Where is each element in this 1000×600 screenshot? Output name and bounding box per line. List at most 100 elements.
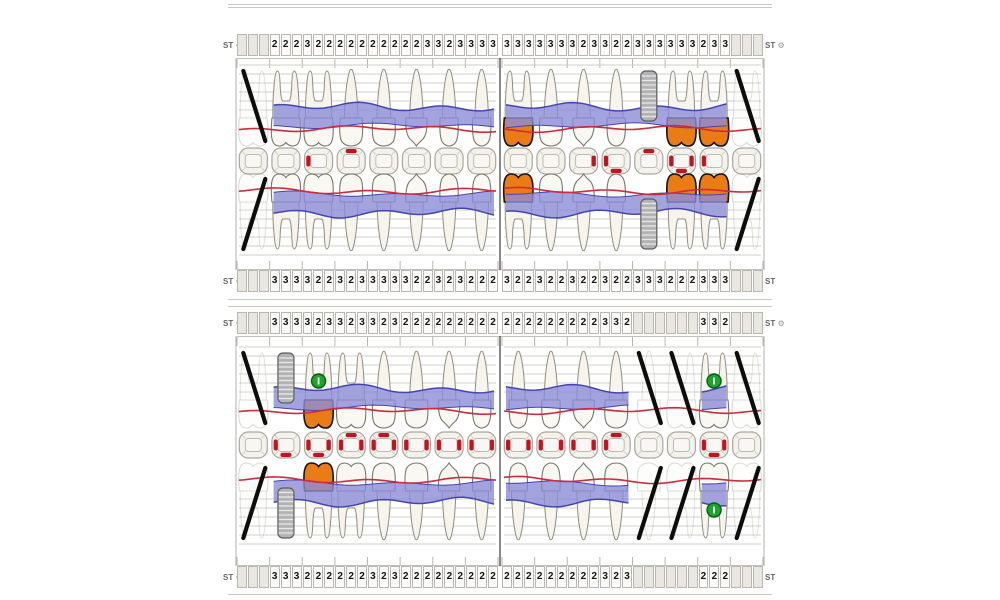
st-cell[interactable] — [247, 270, 258, 292]
st-cell[interactable]: 2 — [578, 270, 589, 292]
occlusal-surface[interactable] — [369, 147, 399, 175]
st-cell[interactable]: 3 — [280, 566, 291, 588]
st-cell[interactable] — [665, 312, 676, 334]
st-cell[interactable]: 2 — [556, 270, 567, 292]
st-cell[interactable]: 2 — [567, 312, 578, 334]
occlusal-surface[interactable] — [434, 431, 464, 459]
st-cell[interactable] — [687, 566, 698, 588]
st-cell[interactable]: 3 — [654, 270, 665, 292]
st-cell[interactable]: 2 — [324, 34, 335, 56]
occlusal-surface[interactable] — [271, 147, 301, 175]
teeth-row-inner[interactable] — [238, 461, 762, 545]
st-cell[interactable] — [687, 312, 698, 334]
occlusal-surface[interactable] — [401, 431, 432, 459]
occlusal-surface[interactable] — [601, 147, 631, 175]
st-cell[interactable] — [643, 312, 654, 334]
occlusal-surface[interactable] — [699, 147, 729, 175]
st-cell[interactable]: 3 — [676, 34, 687, 56]
st-cell[interactable]: 2 — [313, 312, 324, 334]
st-cell[interactable] — [247, 312, 258, 334]
st-cell[interactable]: 2 — [400, 566, 411, 588]
st-cell[interactable]: 2 — [411, 34, 422, 56]
st-cell[interactable] — [753, 312, 763, 334]
st-cell[interactable]: 3 — [654, 34, 665, 56]
st-cell[interactable]: 2 — [433, 312, 444, 334]
st-cell[interactable]: 3 — [466, 34, 477, 56]
st-cell[interactable]: 2 — [455, 312, 466, 334]
st-cell[interactable]: 3 — [512, 34, 523, 56]
st-cell[interactable]: 2 — [477, 312, 488, 334]
st-cell[interactable]: 3 — [433, 34, 444, 56]
occlusal-surface[interactable] — [467, 147, 497, 175]
st-cell[interactable]: 3 — [455, 34, 466, 56]
st-cell[interactable]: 2 — [534, 312, 545, 334]
tooth-canine[interactable] — [437, 461, 461, 541]
st-cell[interactable]: 3 — [633, 270, 643, 292]
occlusal-surface[interactable] — [336, 431, 366, 459]
st-cell[interactable]: 2 — [411, 312, 422, 334]
st-cell[interactable]: 2 — [466, 566, 477, 588]
st-cell[interactable]: 2 — [346, 312, 357, 334]
st-cell[interactable]: 3 — [709, 34, 720, 56]
st-cell[interactable] — [731, 270, 742, 292]
occlusal-surface[interactable] — [238, 431, 268, 459]
st-cell[interactable]: 2 — [578, 566, 589, 588]
st-cell[interactable]: 3 — [709, 312, 720, 334]
st-cell[interactable]: 2 — [389, 34, 400, 56]
st-cell[interactable]: 2 — [611, 270, 622, 292]
st-cell[interactable]: 2 — [444, 566, 455, 588]
st-cell[interactable]: 3 — [335, 270, 346, 292]
st-cell[interactable] — [247, 566, 258, 588]
st-cell[interactable]: 3 — [280, 312, 291, 334]
st-cell[interactable] — [633, 312, 643, 334]
tooth-incisor[interactable] — [471, 68, 492, 147]
st-cell[interactable]: 3 — [545, 34, 556, 56]
st-cell[interactable] — [731, 312, 742, 334]
st-cell[interactable] — [676, 566, 687, 588]
occlusal-surface[interactable] — [666, 431, 697, 459]
teeth-row-outer[interactable] — [238, 64, 762, 148]
st-cell[interactable]: 2 — [698, 566, 709, 588]
st-cell[interactable]: 3 — [600, 34, 611, 56]
st-cell[interactable] — [633, 566, 643, 588]
st-cell[interactable]: 2 — [534, 566, 545, 588]
st-cell[interactable] — [237, 566, 247, 588]
st-cell[interactable]: 2 — [488, 312, 498, 334]
periodontal-chart-lower[interactable] — [222, 336, 778, 566]
st-cell[interactable]: 2 — [357, 34, 367, 56]
st-cell[interactable]: 2 — [698, 34, 709, 56]
teeth-row-outer[interactable] — [238, 346, 762, 430]
occlusal-surface[interactable] — [634, 147, 664, 175]
st-cell[interactable]: 3 — [269, 312, 280, 334]
implant[interactable] — [277, 352, 295, 404]
st-cell[interactable] — [654, 566, 665, 588]
st-cell[interactable]: 2 — [556, 312, 567, 334]
st-cell[interactable]: 2 — [346, 566, 357, 588]
st-cell[interactable]: 3 — [709, 270, 720, 292]
st-cell[interactable]: 2 — [622, 34, 632, 56]
occlusal-surface[interactable] — [503, 147, 533, 175]
st-cell[interactable]: 3 — [720, 270, 731, 292]
st-cell[interactable]: 3 — [687, 34, 698, 56]
st-cell[interactable]: 3 — [488, 34, 498, 56]
st-cell[interactable] — [676, 312, 687, 334]
st-cell[interactable]: 3 — [622, 566, 632, 588]
st-cell[interactable]: 2 — [433, 566, 444, 588]
st-cell[interactable] — [742, 34, 753, 56]
st-cell[interactable]: 2 — [477, 270, 488, 292]
st-cell[interactable]: 3 — [378, 270, 389, 292]
st-cell[interactable]: 2 — [400, 34, 411, 56]
st-cell[interactable] — [742, 566, 753, 588]
st-cell[interactable]: 2 — [578, 312, 589, 334]
teeth-row-inner[interactable] — [238, 172, 762, 256]
st-cell[interactable]: 2 — [488, 270, 498, 292]
st-cell[interactable]: 3 — [600, 270, 611, 292]
st-cell[interactable]: 3 — [389, 270, 400, 292]
occlusal-surface[interactable] — [536, 431, 566, 459]
st-cell[interactable]: 2 — [611, 566, 622, 588]
st-cell[interactable]: 3 — [368, 566, 378, 588]
occlusal-surface[interactable] — [503, 431, 533, 459]
st-cell[interactable] — [258, 270, 269, 292]
st-cell[interactable]: 2 — [676, 270, 687, 292]
st-cell[interactable]: 3 — [335, 312, 346, 334]
